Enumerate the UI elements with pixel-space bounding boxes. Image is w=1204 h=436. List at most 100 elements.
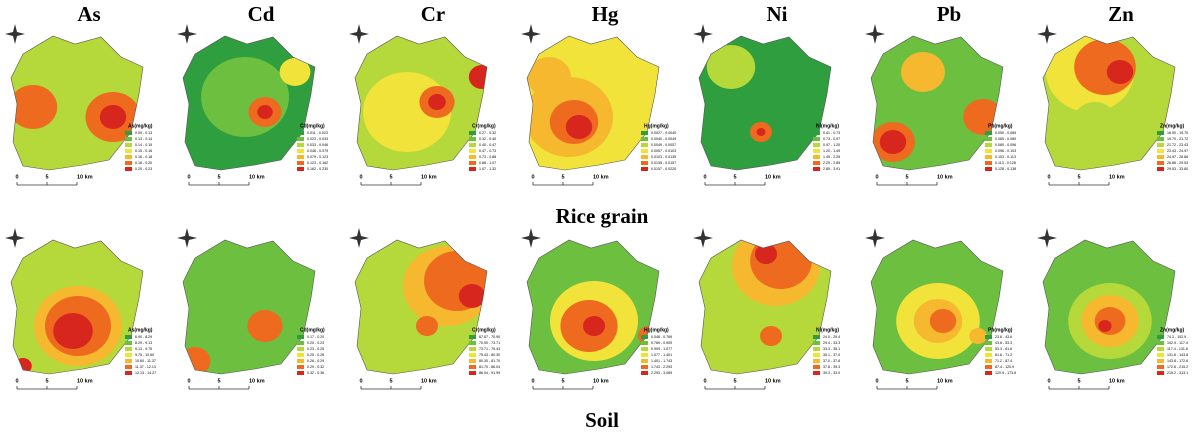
legend-swatch [985,149,992,153]
map-panel: Zn(mg/kg)16.90 - 19.7019.70 - 21.7221.72… [1035,22,1195,185]
legend-swatch [641,365,648,369]
legend-swatch [1157,371,1164,375]
map-panel: Cr(mg/kg)0.27 - 0.320.32 - 0.400.40 - 0.… [347,22,507,185]
legend-label: 26.86 - 29.53 [1167,161,1188,165]
legend-swatch [985,131,992,135]
legend-swatch [641,131,648,135]
legend-label: 0.048 - 0.769 [651,335,672,339]
legend-label: 87.4 - 120.9 [995,365,1014,369]
legend-label: 0.09 - 0.13 [135,131,152,135]
map-zone [930,309,956,333]
column-title: Pb [937,2,962,26]
legend-label: 143.8 - 172.6 [1167,359,1188,363]
legend-swatch [125,149,132,153]
legend-label: 0.15 - 0.16 [135,149,152,153]
legend-label: 0.32 - 0.40 [479,137,496,141]
scale-label: 0 [187,378,190,384]
map-panel: Pb(mg/kg)0.050 - 0.0650.065 - 0.0800.080… [863,22,1023,185]
scale-label: 0 [187,174,190,180]
legend-swatch [985,143,992,147]
legend-swatch [985,359,992,363]
map-panel: Cd(mg/kg)0.011 - 0.0230.023 - 0.0330.033… [175,22,335,185]
scale-label: 5 [561,378,564,384]
map-zone [247,310,282,342]
legend-label: 39.3 - 43.0 [823,371,840,375]
legend-swatch [1157,353,1164,357]
north-arrow [1037,24,1057,44]
legend-swatch [297,137,304,141]
legend-swatch [641,161,648,165]
legend-swatch [985,341,992,345]
legend-swatch [1157,341,1164,345]
legend-label: 71.2 - 87.4 [995,359,1012,363]
legend-swatch [641,371,648,375]
legend-label: 0.25 - 0.26 [307,353,324,357]
legend-label: 8.29 - 9.13 [135,341,152,345]
legend-label: 172.6 - 215.2 [1167,365,1188,369]
legend-swatch [125,341,132,345]
legend-label: 0.26 - 0.29 [307,359,324,363]
legend-swatch [297,131,304,135]
legend-label: 0.0157 - 0.0220 [651,167,676,171]
legend-swatch [641,341,648,345]
legend-label: 0.0027 - 0.0040 [651,131,676,135]
scale-label: 10 km [937,378,953,384]
legend-label: 1.07 - 1.32 [479,167,496,171]
legend-swatch [469,155,476,159]
legend-label: 67.67 - 70.90 [479,335,500,339]
north-arrow [865,228,885,248]
legend-label: 33.3 - 35.1 [823,347,840,351]
legend-label: 0.079 - 0.123 [307,155,328,159]
legend-label: 0.20 - 0.23 [135,167,152,171]
legend-swatch [469,167,476,171]
scale-label: 10 km [937,174,953,180]
legend-label: 61.6 - 71.2 [995,353,1012,357]
legend-label: 0.0057 - 0.0103 [651,149,676,153]
legend-swatch [1157,347,1164,351]
legend-label: 35.1 - 37.0 [823,353,840,357]
legend-label: 102.9 - 117.4 [1167,341,1188,345]
legend-swatch [641,335,648,339]
legend-label: 86.04 - 91.99 [479,371,500,375]
legend-label: 0.769 - 0.909 [651,341,672,345]
map-zone [58,68,89,96]
legend-label: 0.16 - 0.18 [135,155,152,159]
map-panel: As(mg/kg)6.90 - 8.298.29 - 9.139.13 - 9.… [3,226,163,389]
legend-swatch [813,149,820,153]
legend-label: 24.97 - 26.86 [1167,155,1188,159]
map-zone [969,328,987,344]
legend-swatch [469,131,476,135]
legend-title: Cd(mg/kg) [300,123,325,129]
legend-label: 0.13 - 0.14 [135,137,152,141]
legend-swatch [297,155,304,159]
legend-label: 0.27 - 0.32 [479,131,496,135]
map-panel: Pb(mg/kg)23.6 - 43.643.6 - 53.353.3 - 61… [863,226,1023,389]
legend-label: 29.53 - 33.80 [1167,167,1188,171]
legend-label: 0.20 - 0.23 [307,341,324,345]
legend-label: 23.43 - 24.97 [1167,149,1188,153]
scale-label: 5 [561,174,564,180]
map-zone [469,65,495,89]
legend-title: Hg(mg/kg) [644,123,669,129]
map-zone [428,94,446,110]
map-zone [583,316,605,336]
legend-swatch [469,149,476,153]
north-arrow [693,24,713,44]
legend-label: 80.30 - 81.70 [479,359,500,363]
legend-label: 75.43 - 80.30 [479,353,500,357]
legend-swatch [813,365,820,369]
legend-label: 0.0040 - 0.0049 [651,137,676,141]
legend-swatch [813,371,820,375]
legend-swatch [469,347,476,351]
legend-swatch [125,347,132,351]
legend-label: 37.8 - 39.3 [823,365,840,369]
scale-label: 0 [703,378,706,384]
map-zone [100,105,126,129]
legend-label: 117.4 - 131.6 [1167,347,1188,351]
legend-label: 19.70 - 21.72 [1167,137,1188,141]
legend-swatch [125,143,132,147]
legend-label: 0.14 - 0.15 [135,143,152,147]
legend-swatch [985,371,992,375]
